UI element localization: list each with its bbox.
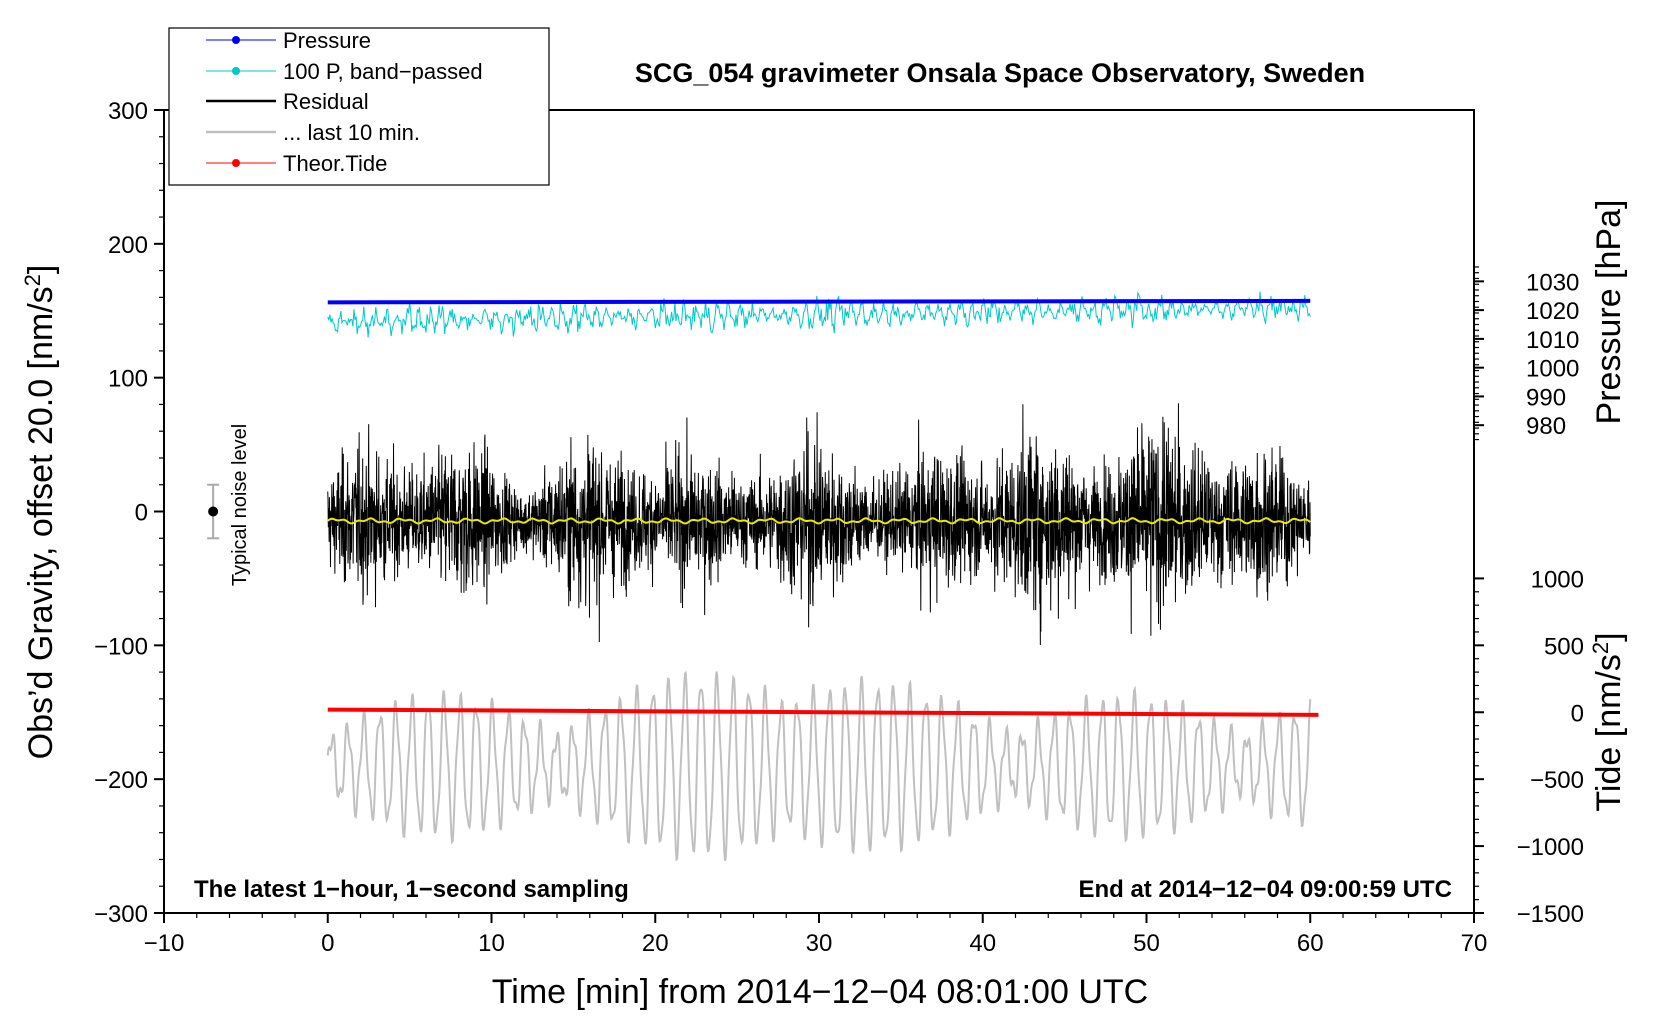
y-tick-label: 200	[108, 232, 148, 259]
legend-marker-bandpassed	[232, 67, 240, 75]
x-tick-label: 20	[642, 930, 669, 957]
y-axis-title-tide: Tide [nm/s2]	[1588, 632, 1628, 811]
x-tick-label: 0	[321, 930, 334, 957]
legend-item-bandpassed: 100 P, band−passed	[206, 59, 483, 84]
pressure-tick-label: 1000	[1526, 356, 1579, 383]
pressure-tick-label: 1030	[1526, 269, 1579, 296]
legend-label-last10: ... last 10 min.	[283, 120, 420, 145]
pressure-tick-label: 1010	[1526, 327, 1579, 354]
annotation-left: The latest 1−hour, 1−second sampling	[194, 876, 629, 903]
x-tick-label: 40	[969, 930, 996, 957]
x-tick-label: 30	[806, 930, 833, 957]
legend-item-pressure: Pressure	[206, 28, 371, 53]
tide-tick-label: 1000	[1531, 566, 1584, 593]
tide-tick-label: −500	[1530, 767, 1584, 794]
y-tick-label: −300	[94, 901, 148, 928]
series-tide-line	[327, 707, 1319, 717]
series-smoothed-line	[327, 517, 1311, 525]
legend: Pressure 100 P, band−passed Residual ...…	[168, 27, 550, 186]
y-tick-label: −200	[94, 767, 148, 794]
y-axis-title-tide-sup: 2	[1588, 642, 1613, 654]
y-tick-label: 100	[108, 366, 148, 393]
pressure-tick-label: 980	[1526, 413, 1566, 440]
y-axis-title-left-main: Obs’d Gravity, offset 20.0 [nm/s	[22, 286, 60, 759]
x-axis-title: Time [min] from 2014−12−04 08:01:00 UTC	[492, 973, 1148, 1011]
pressure-tick-label: 1020	[1526, 298, 1579, 325]
series-last10-line	[326, 670, 1312, 862]
legend-item-tide: Theor.Tide	[206, 151, 387, 176]
legend-label-residual: Residual	[283, 89, 369, 114]
y-axis-title-left-sup: 2	[20, 274, 45, 286]
chart-title: SCG_054 gravimeter Onsala Space Observat…	[635, 58, 1365, 88]
y-axis-title-left-end: ]	[22, 265, 60, 274]
legend-box	[168, 27, 550, 186]
tick-layer: −10 0 10 20 30 40 50 60 70−300−200−1000100200300…	[94, 98, 1584, 957]
legend-marker-tide	[232, 159, 240, 167]
y-axis-title-pressure: Pressure [hPa]	[1590, 200, 1628, 425]
y-tick-label: −100	[94, 633, 148, 660]
series-pressure-line	[327, 298, 1311, 305]
tide-tick-label: −1500	[1517, 901, 1584, 928]
tide-tick-label: 0	[1571, 700, 1584, 727]
series-layer	[326, 290, 1319, 862]
tide-tick-label: −1000	[1517, 834, 1584, 861]
y-axis-title-tide-main: Tide [nm/s	[1590, 654, 1628, 811]
noise-level-indicator: Typical noise level	[207, 424, 251, 586]
y-axis-title-left: Obs’d Gravity, offset 20.0 [nm/s2]	[20, 265, 60, 760]
x-tick-label: 10	[478, 930, 505, 957]
x-tick-label: 60	[1297, 930, 1324, 957]
legend-label-tide: Theor.Tide	[283, 151, 387, 176]
x-tick-label: 70	[1461, 930, 1488, 957]
annotation-right: End at 2014−12−04 09:00:59 UTC	[1078, 876, 1452, 903]
legend-marker-pressure	[232, 36, 240, 44]
legend-item-last10: ... last 10 min.	[206, 120, 420, 145]
y-tick-label: 300	[108, 98, 148, 125]
legend-label-bandpassed: 100 P, band−passed	[283, 59, 483, 84]
tide-tick-label: 500	[1544, 633, 1584, 660]
x-tick-label: −10	[144, 930, 185, 957]
series-residual-line	[327, 403, 1311, 646]
noise-dot	[208, 506, 219, 517]
y-axis-title-tide-end: ]	[1590, 632, 1628, 641]
pressure-tick-label: 990	[1526, 384, 1566, 411]
noise-label: Typical noise level	[229, 424, 251, 586]
series-bandpassed-line	[327, 290, 1311, 338]
x-tick-label: 50	[1133, 930, 1160, 957]
y-tick-label: 0	[135, 500, 148, 527]
legend-item-residual: Residual	[206, 89, 369, 114]
legend-label-pressure: Pressure	[283, 28, 371, 53]
